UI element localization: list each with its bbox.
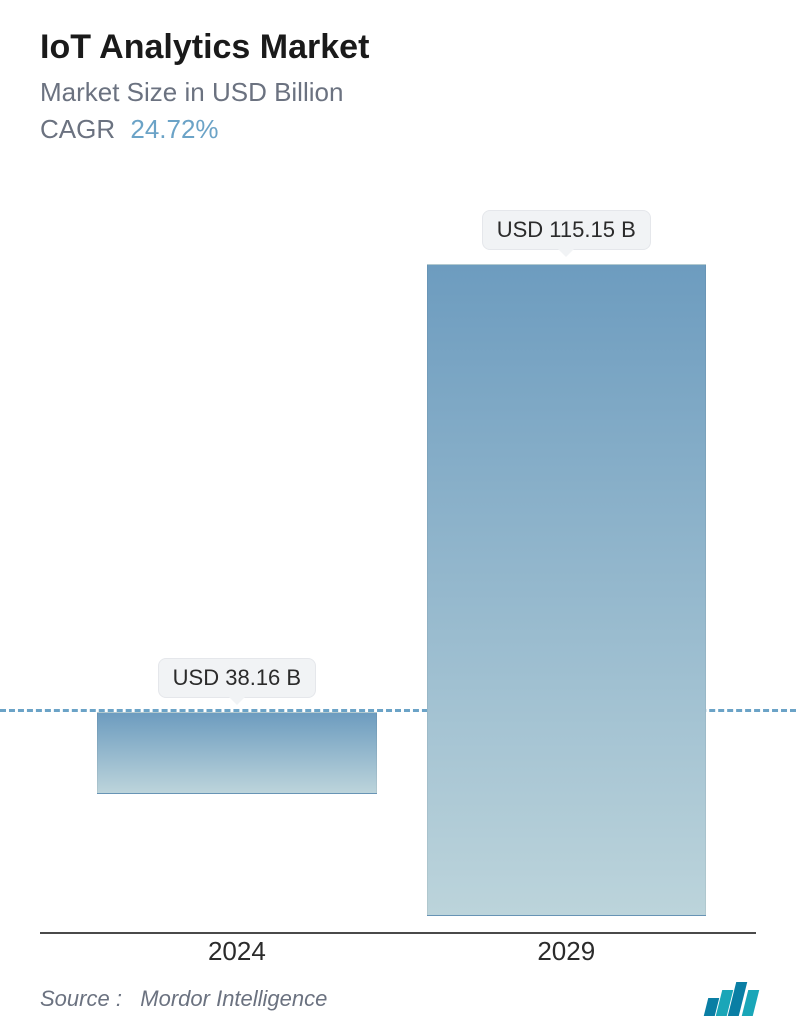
logo-bar bbox=[742, 990, 759, 1016]
x-axis-label: 2029 bbox=[537, 936, 595, 967]
cagr-row: CAGR 24.72% bbox=[40, 114, 756, 145]
plot-area: USD 38.16 B USD 115.15 B bbox=[40, 190, 756, 934]
cagr-value: 24.72% bbox=[130, 114, 218, 144]
bar-wrap: USD 38.16 B bbox=[97, 658, 376, 934]
bar bbox=[427, 264, 706, 915]
bar bbox=[97, 712, 376, 794]
value-badge: USD 115.15 B bbox=[482, 210, 651, 250]
x-axis-label: 2024 bbox=[208, 936, 266, 967]
chart-header: IoT Analytics Market Market Size in USD … bbox=[0, 0, 796, 145]
source-name: Mordor Intelligence bbox=[140, 986, 327, 1011]
chart-title: IoT Analytics Market bbox=[40, 28, 756, 67]
chart-footer: Source : Mordor Intelligence bbox=[40, 982, 756, 1016]
brand-logo bbox=[706, 982, 756, 1016]
value-badge: USD 38.16 B bbox=[158, 658, 316, 698]
x-axis-labels: 2024 2029 bbox=[40, 936, 756, 976]
cagr-label: CAGR bbox=[40, 114, 115, 144]
chart-area: USD 38.16 B USD 115.15 B bbox=[0, 190, 796, 934]
source-prefix: Source : bbox=[40, 986, 122, 1011]
bar-wrap: USD 115.15 B bbox=[427, 210, 706, 934]
chart-subtitle: Market Size in USD Billion bbox=[40, 77, 756, 108]
source-attribution: Source : Mordor Intelligence bbox=[40, 986, 327, 1012]
